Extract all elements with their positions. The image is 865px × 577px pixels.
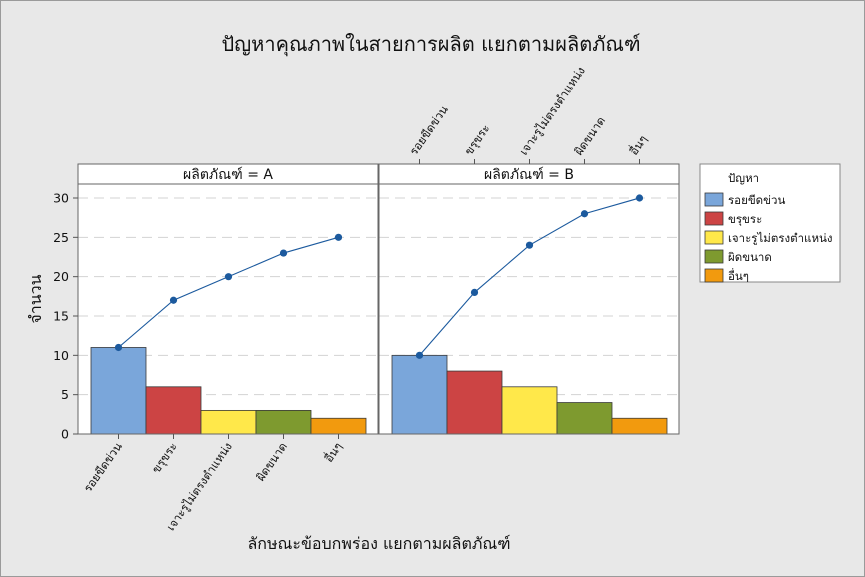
legend-title: ปัญหา xyxy=(728,171,759,185)
panel-strip-label: ผลิตภัณฑ์ = B xyxy=(484,166,574,183)
cumulative-point xyxy=(279,249,288,257)
legend: ปัญหารอยขีดข่วนขรุขระเจาะรูไม่ตรงตำแหน่ง… xyxy=(699,163,841,283)
cumulative-point xyxy=(635,194,644,202)
bar xyxy=(145,386,202,435)
x-category-label: รอยขีดข่วน xyxy=(81,440,125,495)
x-category-label-top: ผิดขนาด xyxy=(571,114,608,158)
cumulative-point xyxy=(580,210,589,218)
y-axis-label: จำนวน xyxy=(26,274,45,323)
cumulative-point xyxy=(525,241,534,249)
plot-layer: ผลิตภัณฑ์ = A ผลิตภัณฑ์ = B 0 5 10 15 20 25 30 รอ… xyxy=(53,64,680,533)
cumulative-point xyxy=(334,233,343,241)
y-tick-label: 20 xyxy=(53,269,69,284)
bar xyxy=(310,417,367,435)
legend-entry: ขรุขระ xyxy=(728,212,762,226)
legend-entry: เจาะรูไม่ตรงตำแหน่ง xyxy=(728,231,833,245)
bar xyxy=(446,370,503,435)
chart-title: ปัญหาคุณภาพในสายการผลิต แยกตามผลิตภัณฑ์ xyxy=(221,32,640,57)
y-tick-label: 15 xyxy=(53,309,69,324)
x-category-label: ขรุขระ xyxy=(149,440,180,476)
x-category-label-top: อื่นๆ xyxy=(626,132,650,158)
x-category-label-top: รอยขีดข่วน xyxy=(406,103,450,158)
cumulative-point xyxy=(470,288,479,296)
y-tick-label: 0 xyxy=(61,427,69,442)
x-axis-label: ลักษณะข้อบกพร่อง แยกตามผลิตภัณฑ์ xyxy=(247,534,510,553)
y-tick-label: 30 xyxy=(53,191,69,206)
legend-swatch xyxy=(704,268,724,283)
y-tick-label: 10 xyxy=(53,348,69,363)
legend-swatch xyxy=(704,211,724,226)
y-tick-label: 5 xyxy=(61,387,69,402)
legend-entry: อื่นๆ xyxy=(728,268,749,283)
legend-swatch xyxy=(704,192,724,207)
x-category-label: ผิดขนาด xyxy=(253,440,290,484)
bar xyxy=(255,409,312,435)
panel-strip xyxy=(77,163,379,185)
cumulative-point xyxy=(224,273,233,281)
legend-swatch xyxy=(704,249,724,264)
cumulative-point xyxy=(415,351,424,359)
legend-swatch xyxy=(704,230,724,245)
bar xyxy=(556,402,613,435)
x-category-label-top: ขรุขระ xyxy=(461,122,492,158)
legend-entry: รอยขีดข่วน xyxy=(728,193,785,207)
bar xyxy=(90,347,147,435)
legend-entry: ผิดขนาด xyxy=(728,250,772,264)
x-category-label: อื่นๆ xyxy=(321,439,345,465)
bar xyxy=(611,417,668,435)
cumulative-point xyxy=(114,343,123,352)
y-tick-label: 25 xyxy=(53,230,69,245)
bar xyxy=(391,354,448,435)
panel-strip-label: ผลิตภัณฑ์ = A xyxy=(183,166,273,183)
bar xyxy=(501,386,558,435)
bar xyxy=(200,409,257,435)
cumulative-point xyxy=(169,296,178,304)
